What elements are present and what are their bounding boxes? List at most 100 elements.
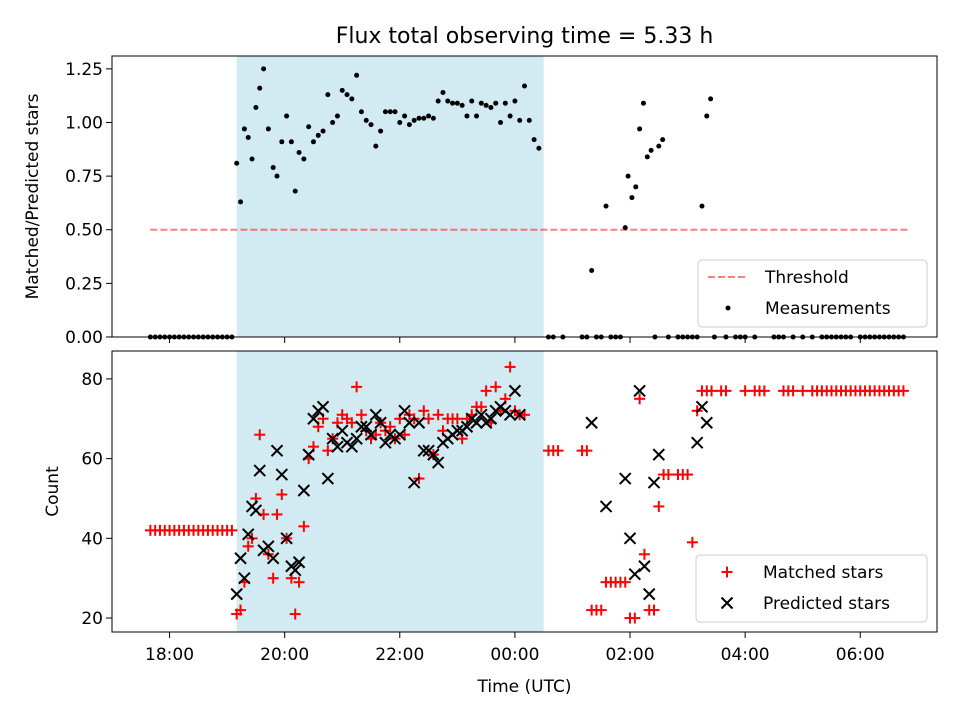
measurement-point: [349, 96, 355, 102]
matched-star-point: [552, 445, 564, 457]
measurement-point: [440, 89, 446, 95]
matched-star-point: [758, 385, 770, 397]
measurement-point: [344, 92, 350, 98]
predicted-star-point-b: [398, 404, 411, 417]
matched-star-point: [289, 608, 301, 620]
matched-star-point: [235, 604, 247, 616]
predicted-star-point: [249, 504, 263, 517]
predicted-star-point-b: [242, 528, 255, 541]
measurement-point: [502, 100, 508, 106]
predicted-star-point-b: [379, 436, 392, 449]
predicted-star-point-b: [355, 420, 368, 433]
predicted-star-point: [393, 428, 406, 441]
predicted-star-point: [289, 564, 302, 577]
predicted-star-point: [321, 472, 335, 485]
measurement-point: [402, 113, 408, 119]
predicted-star-point: [652, 448, 666, 461]
predicted-star-point-b: [403, 416, 416, 429]
y-tick-label: 1.00: [65, 113, 103, 133]
matched-star-point: [298, 520, 310, 532]
measurement-point: [445, 98, 451, 104]
predicted-star-point: [355, 420, 368, 433]
measurement-point: [320, 128, 326, 134]
measurement-point: [498, 119, 504, 125]
measurement-point: [261, 66, 267, 72]
predicted-star-point-b: [238, 571, 251, 585]
legend-plus-mark: [721, 566, 733, 578]
legend-measurements-label: Measurements: [765, 299, 891, 319]
predicted-star-point-b: [417, 444, 430, 457]
matched-star-point: [346, 417, 358, 429]
count-panel-ticks: 20 40 60 80 18:00 20:00 22:00 00:00 02:00 04:00 06…: [81, 370, 884, 665]
predicted-star-point-b: [270, 444, 284, 457]
y-tick-label: 0.50: [65, 221, 103, 241]
measurement-point: [526, 117, 532, 123]
predicted-star-point: [270, 444, 284, 457]
predicted-star-point: [585, 416, 598, 429]
matched-star-point: [351, 381, 363, 393]
predicted-star-point: [275, 468, 289, 481]
predicted-star-point: [633, 384, 646, 398]
measurement-point: [493, 100, 499, 106]
legend-predicted-label: Predicted stars: [763, 594, 890, 614]
predicted-star-point: [364, 428, 378, 441]
predicted-star-point: [302, 448, 315, 461]
predicted-star-point: [643, 587, 656, 601]
predicted-star-point: [369, 408, 383, 421]
predicted-star-point: [266, 552, 280, 565]
measurement-point: [512, 98, 518, 104]
x-tick-label: 00:00: [490, 645, 539, 665]
predicted-star-point: [647, 476, 661, 489]
measurement-point: [454, 100, 460, 106]
ratio-panel-ticks: 0.00 0.25 0.50 0.75 1.00 1.25: [65, 60, 861, 348]
predicted-star-point-b: [369, 408, 383, 421]
observing-interval-shade: [236, 56, 544, 337]
x-tick-label: 06:00: [836, 645, 885, 665]
measurement-point: [392, 109, 398, 115]
predicted-star-point-b: [407, 476, 421, 489]
predicted-star-point-b: [628, 567, 642, 581]
predicted-star-point: [460, 420, 474, 433]
predicted-star-point-b: [307, 412, 320, 425]
matched-star-point: [648, 604, 660, 616]
ratio-y-axis-label: Matched/Predicted stars: [23, 93, 43, 299]
matched-star-point: [595, 604, 607, 616]
predicted-star-point: [619, 472, 632, 485]
predicted-star-point: [307, 412, 320, 425]
predicted-star-point: [417, 444, 430, 457]
y-tick-label: 0.00: [65, 328, 103, 348]
legend-matched-label: Matched stars: [763, 563, 883, 583]
measurement-point: [358, 109, 364, 115]
measurement-point: [245, 135, 251, 141]
legend-matched-swatch: [721, 566, 733, 578]
predicted-star-point-b: [262, 540, 275, 553]
x-tick-label: 22:00: [375, 645, 424, 665]
predicted-star-point: [503, 408, 517, 421]
matched-star-point: [706, 385, 718, 397]
predicted-star-point-b: [253, 464, 266, 477]
predicted-star-point: [513, 408, 526, 421]
predicted-star-point: [484, 412, 498, 425]
predicted-star-point-b: [412, 416, 426, 429]
predicted-star-point-b: [652, 448, 666, 461]
matched-star-point: [686, 536, 698, 548]
measurement-point: [315, 132, 321, 138]
predicted-star-point-b: [503, 408, 517, 421]
measurement-point: [234, 160, 240, 166]
measurement-point: [387, 109, 393, 115]
predicted-star-point-b: [643, 587, 656, 601]
matched-star-point: [254, 429, 266, 441]
predicted-star-point-b: [599, 500, 613, 513]
y-tick-label: 0.25: [65, 274, 103, 294]
matched-star-point: [662, 469, 674, 481]
y-tick-label: 0.75: [65, 167, 103, 187]
measurement-point: [284, 113, 290, 119]
matched-star-point: [475, 401, 487, 413]
predicted-star-point-b: [393, 428, 406, 441]
predicted-star-point-b: [360, 420, 373, 433]
predicted-star-point-b: [326, 432, 339, 445]
y-tick-label: 80: [81, 370, 103, 390]
predicted-star-point-b: [700, 416, 713, 429]
predicted-star-point-b: [647, 476, 661, 489]
